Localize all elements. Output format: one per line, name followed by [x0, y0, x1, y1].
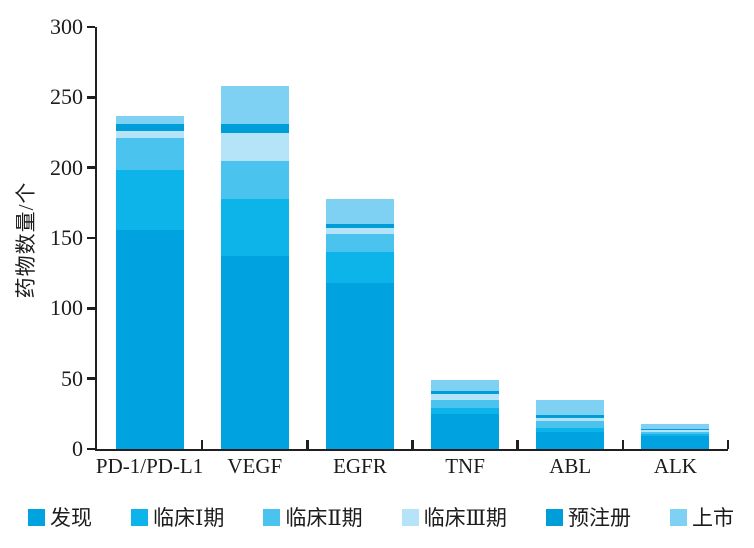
segment-预注册 [325, 223, 394, 229]
segment-预注册 [431, 391, 500, 395]
x-boundary-tick-1 [200, 440, 204, 449]
segment-上市 [115, 115, 184, 125]
segment-临床Ⅰ期 [431, 408, 500, 414]
segment-临床Ⅰ期 [641, 433, 710, 437]
segment-发现 [536, 432, 605, 449]
segment-发现 [325, 283, 394, 449]
segment-临床Ⅱ期 [220, 160, 289, 199]
segment-发现 [115, 229, 184, 449]
segment-临床Ⅲ期 [431, 394, 500, 400]
legend-swatch-icon [545, 508, 563, 526]
x-category-label: TNF [445, 454, 485, 478]
y-tick-label-300: 300 [50, 14, 83, 39]
y-tick-0 [87, 447, 95, 451]
bar-alk [641, 423, 710, 449]
segment-预注册 [115, 124, 184, 132]
legend-swatch-icon [131, 508, 149, 526]
y-tick-label-100: 100 [50, 295, 83, 321]
legend-label: 临床Ⅱ期 [285, 506, 363, 530]
plot-area: 0 50 100 150 200 250 300 PD-1/PD-L1 VEGF EGFR TNF A… [50, 16, 730, 478]
y-tick-label-200: 200 [50, 154, 83, 180]
x-boundary-tick-6 [726, 440, 730, 449]
bar-egfr [325, 198, 394, 449]
legend-label: 临床Ⅰ期 [153, 506, 225, 530]
legend: 发现 临床Ⅰ期 临床Ⅱ期 临床Ⅲ期 预注册 上市 [28, 502, 734, 532]
segment-发现 [431, 413, 500, 449]
legend-label: 上市 [692, 506, 734, 530]
segment-上市 [536, 399, 605, 416]
segment-发现 [641, 436, 710, 449]
segment-上市 [325, 198, 394, 224]
segment-临床Ⅱ期 [431, 399, 500, 409]
segment-临床Ⅰ期 [536, 427, 605, 433]
segment-临床Ⅲ期 [220, 132, 289, 161]
segment-临床Ⅰ期 [115, 170, 184, 230]
segment-上市 [641, 423, 710, 430]
segment-临床Ⅲ期 [641, 430, 710, 433]
y-tick-250 [87, 96, 95, 99]
x-boundary-tick-2 [306, 440, 309, 449]
segment-临床Ⅲ期 [115, 131, 184, 139]
legend-item-1: 临床Ⅰ期 [131, 502, 224, 532]
x-category-label: PD-1/PD-L1 [95, 454, 204, 478]
segment-临床Ⅰ期 [325, 252, 394, 284]
segment-预注册 [220, 124, 289, 133]
y-tick-label-150: 150 [50, 225, 83, 250]
y-tick-50 [87, 377, 95, 380]
legend-item-3: 临床Ⅲ期 [401, 502, 507, 532]
x-boundary-tick-5 [621, 440, 625, 449]
segment-上市 [220, 86, 289, 125]
segment-临床Ⅱ期 [536, 420, 605, 428]
segment-临床Ⅱ期 [115, 138, 184, 171]
segment-临床Ⅱ期 [641, 432, 710, 434]
legend-item-4: 预注册 [545, 502, 631, 532]
segment-发现 [220, 256, 289, 449]
legend-swatch-icon [28, 508, 45, 526]
segment-预注册 [536, 415, 605, 419]
bar-vegf [220, 86, 289, 449]
y-tick-150 [87, 236, 95, 240]
legend-swatch-icon [670, 508, 687, 526]
segment-临床Ⅰ期 [220, 198, 289, 257]
segment-预注册 [641, 429, 710, 431]
segment-临床Ⅱ期 [325, 233, 394, 253]
x-category-label: EGFR [333, 454, 387, 478]
legend-label: 发现 [50, 506, 92, 530]
legend-swatch-icon [263, 508, 281, 526]
x-category-label: ABL [549, 454, 592, 478]
x-boundary-tick-3 [411, 440, 414, 449]
x-boundary-tick-4 [516, 440, 519, 449]
legend-swatch-icon [401, 508, 419, 526]
y-tick-300 [87, 25, 95, 29]
legend-label: 预注册 [567, 506, 631, 530]
x-category-label: VEGF [227, 454, 283, 478]
segment-上市 [431, 380, 500, 392]
y-tick-200 [87, 166, 95, 169]
y-tick-100 [87, 307, 95, 310]
legend-label: 临床Ⅲ期 [423, 506, 507, 530]
bar-pd-1-pd-l1 [115, 115, 184, 449]
segment-临床Ⅲ期 [325, 228, 394, 234]
segment-临床Ⅲ期 [536, 418, 605, 421]
y-tick-label-250: 250 [50, 84, 83, 110]
legend-item-2: 临床Ⅱ期 [263, 502, 363, 532]
bar-abl [536, 399, 605, 449]
x-category-label: ALK [653, 454, 697, 478]
y-tick-label-50: 50 [61, 365, 83, 391]
bar-tnf [431, 380, 500, 449]
legend-item-0: 发现 [28, 502, 92, 532]
legend-item-5: 上市 [670, 502, 734, 532]
y-tick-label-0: 0 [72, 436, 83, 461]
